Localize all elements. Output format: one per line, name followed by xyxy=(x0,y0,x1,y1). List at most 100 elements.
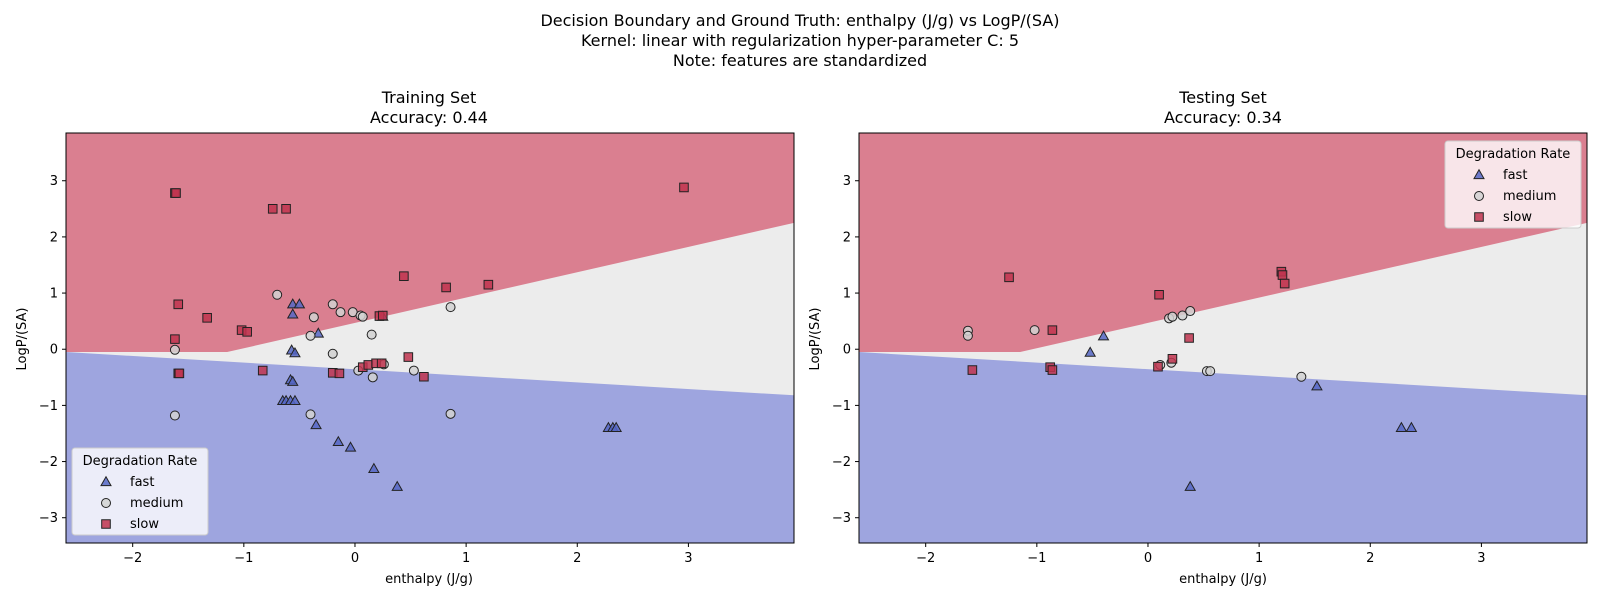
training-chart-subtitle: Accuracy: 0.44 xyxy=(370,108,488,127)
testing-point-medium-2 xyxy=(1029,325,1040,336)
training-y-tick-label-2: 2 xyxy=(50,230,58,245)
training-y-tick-label--3: −3 xyxy=(39,511,58,526)
testing-y-tick-label--2: −2 xyxy=(832,455,851,470)
training-y-tick-label-1: 1 xyxy=(50,287,58,302)
training-point-medium-2 xyxy=(327,299,338,310)
training-point-slow-2 xyxy=(267,204,278,214)
testing-point-fast-5 xyxy=(1184,480,1197,491)
testing-point-slow-7 xyxy=(1277,270,1288,280)
testing-point-slow-8 xyxy=(1279,278,1290,289)
testing-point-medium-1 xyxy=(962,330,973,341)
testing-point-slow-10 xyxy=(1167,353,1178,364)
training-point-medium-3 xyxy=(335,307,346,318)
training-point-medium-9 xyxy=(366,329,377,340)
training-legend: Degradation Rate fast medium slow xyxy=(71,447,209,536)
testing-region-slow xyxy=(859,133,1587,353)
testing-y-axis-label: LogP/(SA) xyxy=(808,308,823,371)
testing-point-medium-4 xyxy=(1167,311,1178,322)
training-point-slow-14 xyxy=(334,368,345,379)
training-point-medium-14 xyxy=(408,365,419,376)
training-point-fast-8 xyxy=(286,375,299,386)
testing-point-slow-2 xyxy=(967,365,978,375)
training-point-fast-6 xyxy=(289,346,301,358)
training-point-slow-5 xyxy=(173,299,184,310)
testing-x-tick-label--1: −1 xyxy=(1027,551,1046,566)
training-point-fast-1 xyxy=(293,298,306,309)
training-point-medium-15 xyxy=(445,408,456,419)
training-axes-frame xyxy=(65,132,795,544)
training-point-slow-24 xyxy=(441,282,451,293)
training-point-slow-8 xyxy=(242,327,252,337)
training-legend-label-medium: medium xyxy=(130,496,183,511)
training-point-fast-17 xyxy=(391,480,404,491)
testing-y-tick-label--1: −1 xyxy=(832,399,851,414)
training-chart-title: Training Set xyxy=(381,88,477,107)
training-x-tick-label--1: −1 xyxy=(234,551,253,566)
testing-legend-box xyxy=(1444,140,1582,229)
training-point-fast-13 xyxy=(310,418,322,430)
training-region-slow xyxy=(66,133,794,353)
training-legend-label-slow: slow xyxy=(130,517,159,532)
training-y-tick-label--2: −2 xyxy=(39,455,58,470)
training-x-tick-label-3: 3 xyxy=(684,551,692,566)
testing-legend-label-fast: fast xyxy=(1503,168,1527,183)
training-point-medium-6 xyxy=(357,311,368,322)
training-point-medium-17 xyxy=(169,344,180,355)
testing-point-medium-6 xyxy=(1185,306,1196,317)
training-point-slow-25 xyxy=(483,279,494,290)
training-point-fast-15 xyxy=(344,441,357,452)
testing-point-slow-0 xyxy=(1004,272,1014,283)
testing-legend-label-medium: medium xyxy=(1503,189,1556,204)
training-plot-area xyxy=(66,133,794,543)
testing-x-tick-label-3: 3 xyxy=(1477,551,1485,566)
training-point-slow-1 xyxy=(171,188,181,198)
testing-point-fast-4 xyxy=(1405,421,1418,432)
testing-point-fast-1 xyxy=(1084,346,1097,357)
training-point-slow-12 xyxy=(257,365,268,376)
testing-legend-title: Degradation Rate xyxy=(1456,147,1571,162)
testing-point-slow-1 xyxy=(1047,325,1058,335)
testing-y-tick-label-3: 3 xyxy=(843,174,851,189)
testing-point-slow-11 xyxy=(1153,361,1163,372)
testing-set-chart: Testing Set Accuracy: 0.34 enthalpy (J/g… xyxy=(808,88,1588,587)
testing-legend-label-slow: slow xyxy=(1503,210,1532,225)
training-y-tick-label-3: 3 xyxy=(50,174,58,189)
training-point-slow-20 xyxy=(419,371,429,382)
testing-point-slow-9 xyxy=(1184,333,1194,343)
testing-y-tick-label-2: 2 xyxy=(843,230,851,245)
training-legend-marker-medium xyxy=(101,498,111,508)
training-point-medium-1 xyxy=(308,312,319,323)
figure-title-line-3: Note: features are standardized xyxy=(673,51,927,70)
training-point-medium-10 xyxy=(327,348,338,359)
training-point-fast-16 xyxy=(368,462,380,473)
training-point-fast-20 xyxy=(610,421,623,432)
training-point-medium-0 xyxy=(272,289,283,300)
training-y-tick-label--1: −1 xyxy=(39,399,58,414)
testing-chart-title: Testing Set xyxy=(1178,88,1267,107)
testing-legend-marker-medium xyxy=(1474,191,1484,201)
training-point-slow-23 xyxy=(399,271,409,282)
training-point-slow-18 xyxy=(376,358,387,369)
training-point-slow-16 xyxy=(363,360,374,370)
training-point-fast-14 xyxy=(332,435,345,447)
testing-y-tick-label--3: −3 xyxy=(832,511,851,526)
training-point-fast-2 xyxy=(286,308,299,319)
training-legend-title: Degradation Rate xyxy=(83,454,198,469)
testing-axes-frame xyxy=(858,132,1588,544)
training-point-slow-6 xyxy=(202,312,212,323)
testing-y-tick-label-1: 1 xyxy=(843,287,851,302)
training-point-slow-3 xyxy=(281,204,291,214)
training-legend-label-fast: fast xyxy=(130,475,154,490)
testing-legend: Degradation Rate fast medium slow xyxy=(1444,140,1582,229)
training-x-tick-label-0: 0 xyxy=(351,551,359,566)
testing-x-tick-label-1: 1 xyxy=(1255,551,1263,566)
training-x-axis-label: enthalpy (J/g) xyxy=(385,572,473,587)
testing-point-medium-5 xyxy=(1177,310,1188,321)
figure-title-line-2: Kernel: linear with regularization hyper… xyxy=(581,31,1019,50)
training-point-medium-18 xyxy=(169,410,180,421)
testing-x-tick-label-0: 0 xyxy=(1144,551,1152,566)
training-point-medium-7 xyxy=(445,302,456,313)
training-set-chart: Training Set Accuracy: 0.44 enthalpy (J/… xyxy=(15,88,795,587)
testing-legend-marker-fast xyxy=(1473,168,1485,180)
